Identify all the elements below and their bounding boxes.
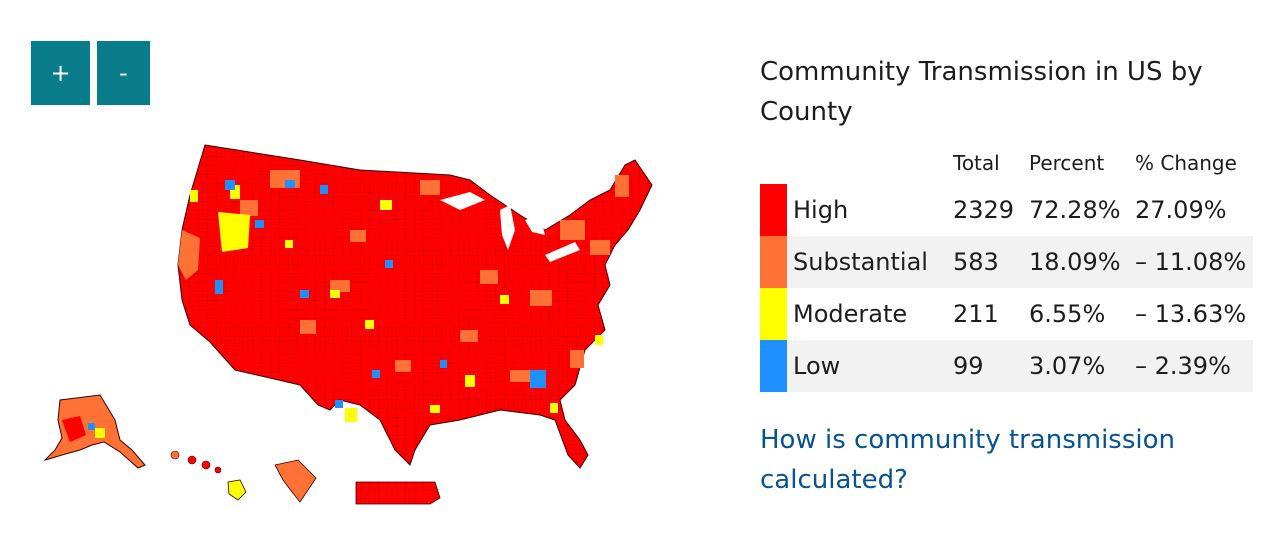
substantial-swatch	[760, 236, 787, 288]
header-swatch	[760, 142, 787, 184]
moderate-swatch	[760, 288, 787, 340]
table-row-high: High 2329 72.28% 27.09%	[760, 184, 1253, 236]
table-row-moderate: Moderate 211 6.55% – 13.63%	[760, 288, 1253, 340]
header-level	[787, 142, 953, 184]
row-total: 2329	[953, 196, 1015, 224]
row-change: – 13.63%	[1135, 300, 1247, 328]
row-label: Low	[787, 340, 953, 392]
row-percent: 6.55%	[1029, 300, 1106, 328]
row-percent: 18.09%	[1029, 236, 1135, 288]
transmission-table: Total Percent % Change High 2329 72.28% …	[760, 142, 1253, 392]
contiguous-us-region[interactable]	[177, 144, 653, 469]
zoom-out-button[interactable]: -	[97, 41, 150, 105]
low-swatch	[760, 340, 787, 392]
legend-title: Community Transmission in US by County	[760, 57, 1203, 127]
high-swatch	[760, 184, 787, 236]
table-row-substantial: Substantial 583 18.09% – 11.08%	[760, 236, 1253, 288]
row-percent: 72.28%	[1029, 196, 1121, 224]
header-change: % Change	[1135, 151, 1237, 175]
table-header-row: Total Percent % Change	[760, 142, 1253, 184]
row-label: High	[793, 196, 849, 224]
puerto-rico-region[interactable]	[355, 481, 441, 505]
row-change: – 11.08%	[1135, 236, 1253, 288]
row-total: 211	[953, 300, 999, 328]
row-label: Substantial	[787, 236, 953, 288]
us-county-map[interactable]	[0, 120, 740, 530]
row-change: – 2.39%	[1135, 340, 1253, 392]
header-total: Total	[953, 151, 1000, 175]
guam-region[interactable]	[274, 459, 317, 503]
table-row-low: Low 99 3.07% – 2.39%	[760, 340, 1253, 392]
header-percent: Percent	[1029, 151, 1105, 175]
row-change: 27.09%	[1135, 196, 1227, 224]
alaska-region[interactable]	[43, 394, 146, 469]
row-total: 583	[953, 236, 1029, 288]
row-total: 99	[953, 340, 1029, 392]
row-label: Moderate	[793, 300, 908, 328]
row-percent: 3.07%	[1029, 340, 1135, 392]
transmission-legend: Community Transmission in US by County T…	[760, 52, 1260, 500]
hawaii-region[interactable]	[170, 450, 247, 501]
zoom-in-button[interactable]: +	[31, 41, 90, 105]
transmission-help-link[interactable]: How is community transmission calculated…	[760, 425, 1175, 495]
